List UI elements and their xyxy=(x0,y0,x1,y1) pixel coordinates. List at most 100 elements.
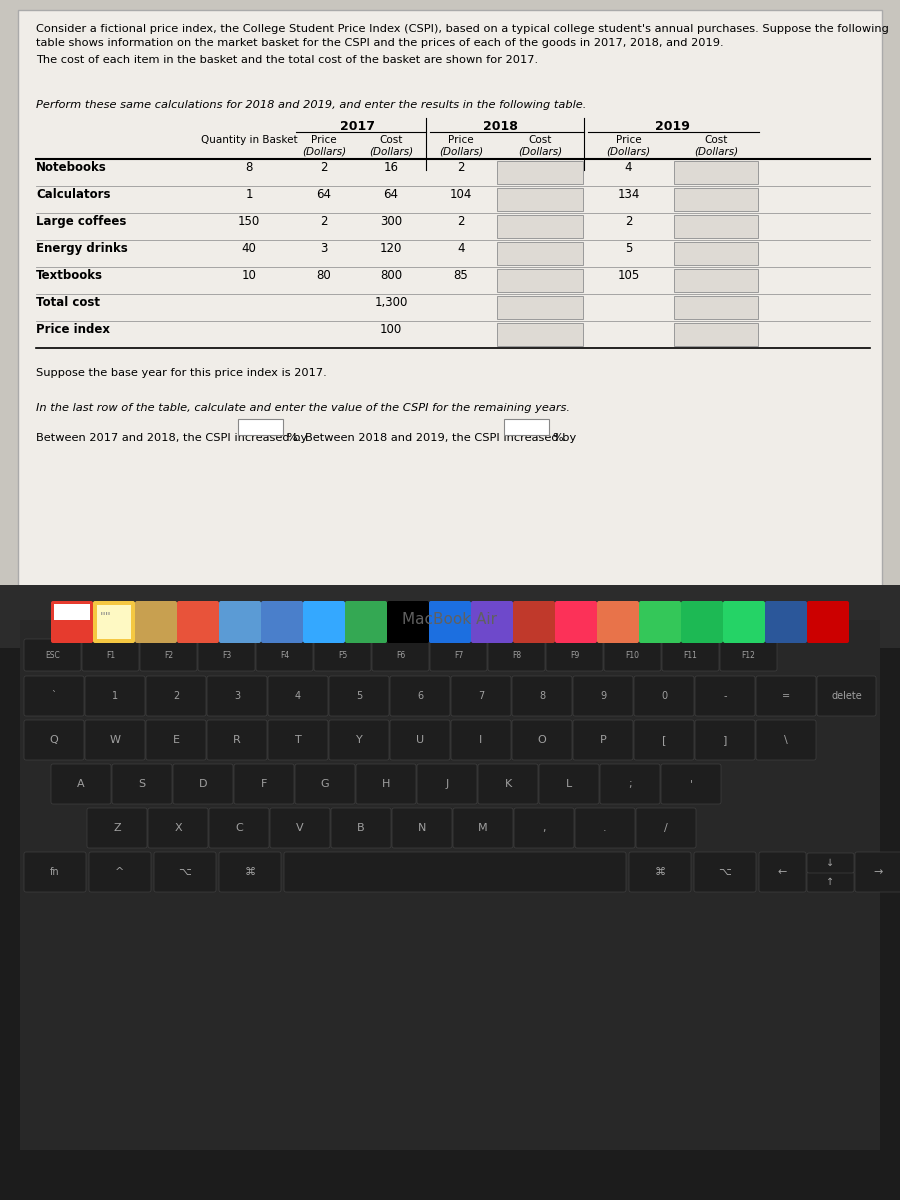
FancyBboxPatch shape xyxy=(329,676,389,716)
Text: Cost: Cost xyxy=(379,136,402,145)
FancyBboxPatch shape xyxy=(207,720,267,760)
Bar xyxy=(674,242,758,265)
Text: F10: F10 xyxy=(626,650,640,660)
FancyBboxPatch shape xyxy=(478,764,538,804)
Text: 8: 8 xyxy=(246,161,253,174)
Text: 2: 2 xyxy=(457,215,464,228)
Bar xyxy=(0,614,900,1200)
Bar xyxy=(504,419,549,436)
Text: F7: F7 xyxy=(454,650,464,660)
Text: 3: 3 xyxy=(234,691,240,701)
Text: Price: Price xyxy=(311,136,337,145)
Text: ↑: ↑ xyxy=(826,877,834,887)
Text: K: K xyxy=(504,779,511,790)
FancyBboxPatch shape xyxy=(268,720,328,760)
Text: -: - xyxy=(724,691,727,701)
Text: F9: F9 xyxy=(570,650,579,660)
FancyBboxPatch shape xyxy=(756,720,816,760)
FancyBboxPatch shape xyxy=(694,852,756,892)
Text: Textbooks: Textbooks xyxy=(36,269,103,282)
Text: F6: F6 xyxy=(396,650,405,660)
Text: `: ` xyxy=(51,691,57,701)
FancyBboxPatch shape xyxy=(135,601,177,643)
FancyBboxPatch shape xyxy=(372,638,429,671)
FancyBboxPatch shape xyxy=(146,720,206,760)
Text: B: B xyxy=(357,823,364,833)
Text: %. Between 2018 and 2019, the CSPI increased by: %. Between 2018 and 2019, the CSPI incre… xyxy=(287,433,577,443)
Text: Calculators: Calculators xyxy=(36,188,111,202)
FancyBboxPatch shape xyxy=(555,601,597,643)
Text: 2: 2 xyxy=(320,215,328,228)
FancyBboxPatch shape xyxy=(24,720,84,760)
Text: G: G xyxy=(320,779,329,790)
Text: 104: 104 xyxy=(450,188,472,202)
FancyBboxPatch shape xyxy=(270,808,330,848)
FancyBboxPatch shape xyxy=(154,852,216,892)
FancyBboxPatch shape xyxy=(855,852,900,892)
FancyBboxPatch shape xyxy=(471,601,513,643)
Text: (Dollars): (Dollars) xyxy=(694,146,738,156)
Text: 8: 8 xyxy=(539,691,545,701)
FancyBboxPatch shape xyxy=(417,764,477,804)
Text: D: D xyxy=(199,779,207,790)
FancyBboxPatch shape xyxy=(695,676,755,716)
Text: 2018: 2018 xyxy=(483,120,518,133)
FancyBboxPatch shape xyxy=(268,676,328,716)
Text: ': ' xyxy=(689,779,693,790)
Text: Price: Price xyxy=(616,136,642,145)
Text: ↓: ↓ xyxy=(826,858,834,868)
Text: F1: F1 xyxy=(106,650,115,660)
Text: J: J xyxy=(446,779,448,790)
FancyBboxPatch shape xyxy=(140,638,197,671)
FancyBboxPatch shape xyxy=(303,601,345,643)
FancyBboxPatch shape xyxy=(387,601,429,643)
Text: Suppose the base year for this price index is 2017.: Suppose the base year for this price ind… xyxy=(36,368,327,378)
Text: 800: 800 xyxy=(380,269,402,282)
Text: V: V xyxy=(296,823,304,833)
Text: 150: 150 xyxy=(238,215,260,228)
Text: MacBook Air: MacBook Air xyxy=(402,612,498,628)
FancyBboxPatch shape xyxy=(488,638,545,671)
FancyBboxPatch shape xyxy=(93,601,135,643)
FancyBboxPatch shape xyxy=(575,808,635,848)
Text: (Dollars): (Dollars) xyxy=(518,146,562,156)
Text: 2: 2 xyxy=(625,215,632,228)
FancyBboxPatch shape xyxy=(356,764,416,804)
FancyBboxPatch shape xyxy=(661,764,721,804)
Text: Cost: Cost xyxy=(705,136,728,145)
Bar xyxy=(497,323,583,347)
FancyBboxPatch shape xyxy=(512,676,572,716)
Text: F5: F5 xyxy=(338,650,347,660)
FancyBboxPatch shape xyxy=(597,601,639,643)
Text: (Dollars): (Dollars) xyxy=(302,146,346,156)
Text: 134: 134 xyxy=(617,188,640,202)
FancyBboxPatch shape xyxy=(331,808,391,848)
Text: \: \ xyxy=(784,734,788,745)
Text: W: W xyxy=(110,734,121,745)
FancyBboxPatch shape xyxy=(600,764,660,804)
Text: %.: %. xyxy=(553,433,567,443)
Text: Price index: Price index xyxy=(36,323,110,336)
Bar xyxy=(497,269,583,293)
FancyBboxPatch shape xyxy=(451,676,511,716)
Text: ⌥: ⌥ xyxy=(718,866,732,877)
Text: ESC: ESC xyxy=(45,650,60,660)
Text: F11: F11 xyxy=(684,650,698,660)
Text: →: → xyxy=(874,866,883,877)
Text: 64: 64 xyxy=(383,188,399,202)
Text: Quantity in Basket: Quantity in Basket xyxy=(201,136,297,145)
Text: F8: F8 xyxy=(512,650,521,660)
Text: (Dollars): (Dollars) xyxy=(607,146,651,156)
FancyBboxPatch shape xyxy=(513,601,555,643)
Bar xyxy=(18,10,882,590)
Text: 2: 2 xyxy=(320,161,328,174)
Text: 5: 5 xyxy=(356,691,362,701)
Bar xyxy=(674,323,758,347)
Text: 105: 105 xyxy=(617,269,640,282)
FancyBboxPatch shape xyxy=(695,720,755,760)
Text: Cost: Cost xyxy=(528,136,552,145)
FancyBboxPatch shape xyxy=(429,601,471,643)
Text: 6: 6 xyxy=(417,691,423,701)
FancyBboxPatch shape xyxy=(807,853,854,874)
Text: Price: Price xyxy=(448,136,473,145)
